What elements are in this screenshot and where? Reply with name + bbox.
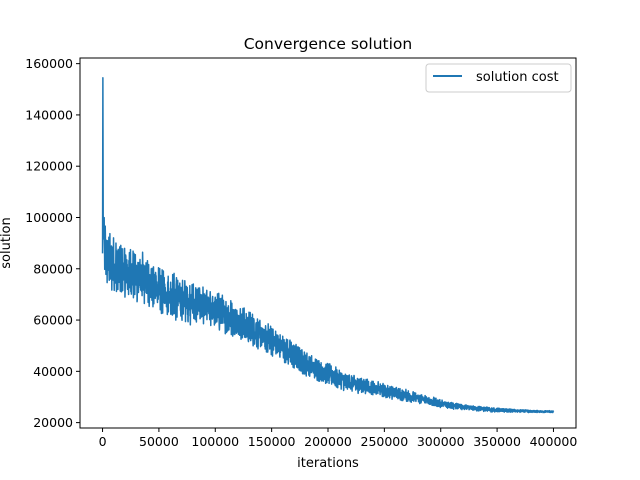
x-tick-label: 400000 bbox=[530, 434, 578, 449]
x-tick-label: 50000 bbox=[139, 434, 179, 449]
x-tick-label: 250000 bbox=[361, 434, 409, 449]
y-tick-label: 20000 bbox=[33, 415, 73, 430]
legend: solution cost bbox=[425, 63, 572, 93]
x-tick-label: 150000 bbox=[248, 434, 296, 449]
x-tick-label: 350000 bbox=[473, 434, 521, 449]
chart-title: Convergence solution bbox=[244, 35, 413, 53]
axis-ticks: 0 50000 100000 150000 200000 250000 300000 3500… bbox=[25, 56, 577, 449]
y-tick-label: 60000 bbox=[33, 313, 73, 328]
x-tick-label: 300000 bbox=[417, 434, 465, 449]
legend-label: solution cost bbox=[476, 70, 559, 85]
axes-frame bbox=[79, 57, 577, 429]
plot-area bbox=[101, 76, 555, 414]
x-tick-label: 0 bbox=[99, 434, 107, 449]
y-tick-label: 140000 bbox=[25, 107, 73, 122]
y-tick-label: 120000 bbox=[25, 159, 73, 174]
y-tick-label: 100000 bbox=[25, 210, 73, 225]
y-tick-label: 160000 bbox=[25, 56, 73, 71]
y-axis-label: solution bbox=[0, 217, 14, 268]
x-tick-label: 100000 bbox=[191, 434, 239, 449]
legend-box bbox=[425, 63, 572, 93]
y-tick-label: 80000 bbox=[33, 261, 73, 276]
x-tick-label: 200000 bbox=[304, 434, 352, 449]
y-tick-label: 40000 bbox=[33, 364, 73, 379]
series-line-solution-cost bbox=[101, 76, 555, 414]
x-axis-label: iterations bbox=[297, 456, 359, 471]
